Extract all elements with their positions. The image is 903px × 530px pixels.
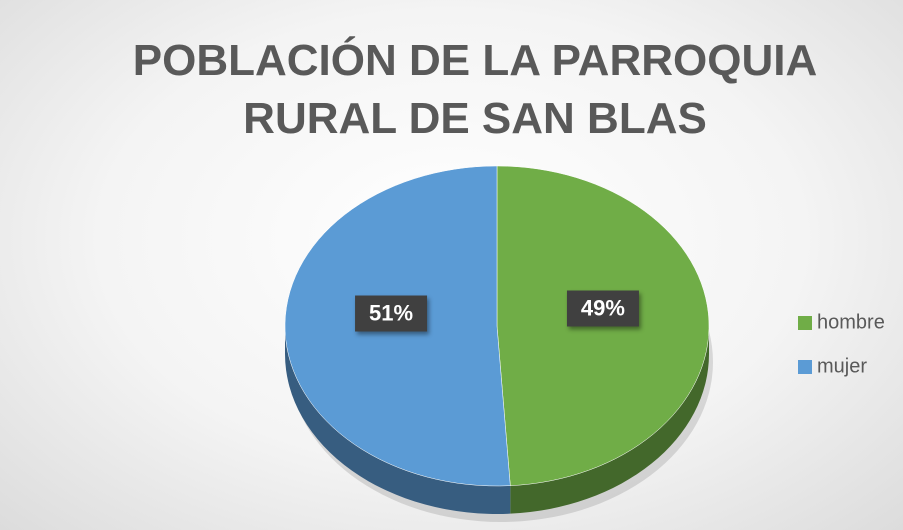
slice-side: [285, 326, 511, 514]
legend-swatch: [798, 316, 812, 330]
slice-side: [510, 326, 709, 514]
data-label-box: [355, 295, 428, 332]
data-label: 51%: [369, 300, 413, 325]
legend-label: mujer: [817, 355, 867, 377]
chart-title: POBLACIÓN DE LA PARROQUIA RURAL DE SAN B…: [132, 36, 818, 143]
data-label-box: [566, 290, 639, 327]
legend-label: hombre: [817, 311, 885, 333]
legend-swatch: [798, 360, 812, 374]
data-label: 49%: [581, 295, 625, 320]
